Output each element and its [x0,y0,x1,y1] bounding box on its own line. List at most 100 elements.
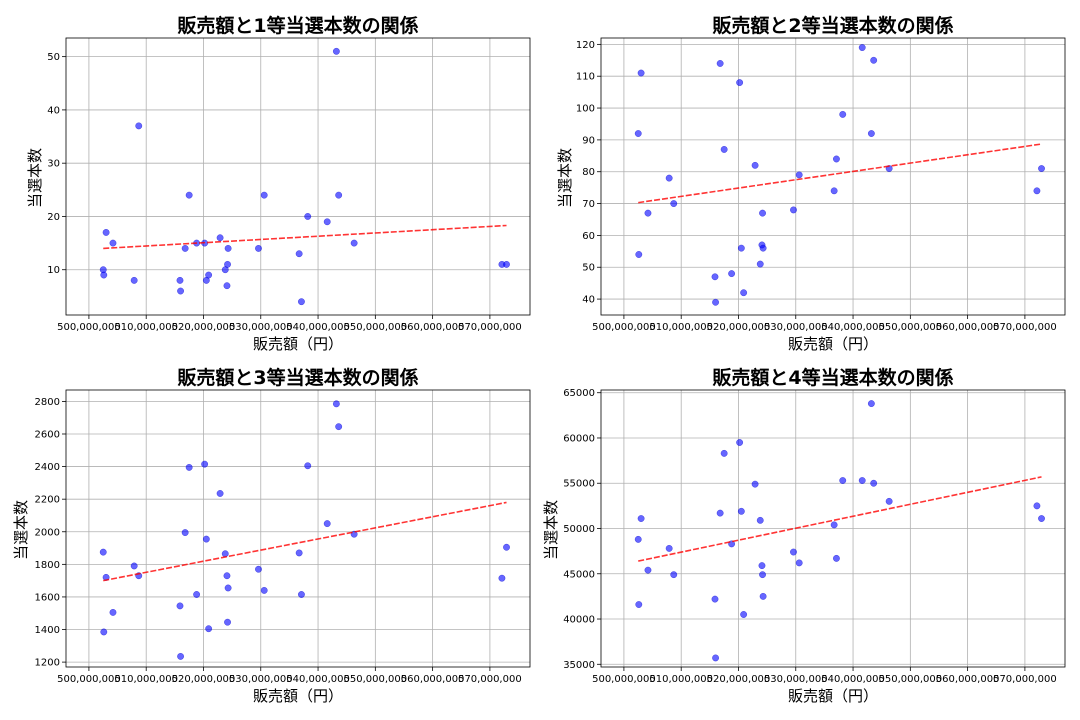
panel-4-data-point [711,595,719,603]
panel-2-data-point [644,209,652,217]
panel-4-data-point [839,477,847,484]
panel-1-y-tick-label: 50 [47,52,60,63]
panel-2-data-point [637,69,645,77]
panel-2-data-point [728,270,736,278]
panel-4-x-tick-label: 560,000,000 [936,674,1000,685]
panel-4-plot-area: 500,000,000510,000,000520,000,000530,000… [563,388,1066,685]
panel-2-data-point [720,145,728,153]
panel-3-xlabel: 販売額（円） [253,687,343,705]
panel-4-data-point [712,654,720,662]
panel-1-y-tick-label: 10 [47,265,60,276]
panel-4-data-point [736,439,744,446]
panel-1-xlabel: 販売額（円） [253,335,343,353]
panel-3-plot-frame [65,389,531,668]
panel-2-data-point [839,110,847,118]
panel-2-data-point [711,273,719,281]
panel-4-data-point [830,521,838,529]
panel-4-y-tick-label: 50000 [563,524,595,535]
panel-2-data-point [795,171,803,179]
panel-1-trend-line [103,224,507,250]
panel-2-data-point [1033,187,1041,195]
panel-1-data-point [177,287,185,295]
panel-3-data-point [109,608,117,616]
panel-2-data-point [736,79,744,87]
panel-1-data-point [260,191,268,199]
panel-2-y-tick-label: 70 [582,199,595,210]
panel-2-data-point [716,60,724,67]
panel-3-data-point [177,652,185,660]
panel-4-x-tick-label: 530,000,000 [764,674,828,685]
panel-2-title: 販売額と2等当選本数の関係 [712,14,953,37]
panel-3-data-point [181,529,189,537]
panel-1-data-point [223,282,231,290]
panel-1-data-point [102,228,110,236]
panel-1-data-point [109,239,117,247]
panel-4-data-point [720,449,728,457]
panel-3-data-point [255,565,262,573]
panel-1-data-point [323,218,331,226]
panel-4-y-tick-label: 60000 [563,433,595,444]
panel-4-data-point [832,554,840,562]
panel-2-y-tick-label: 60 [582,231,595,242]
panel-4-title: 販売額と4等当選本数の関係 [712,366,953,389]
panel-2-data-point [867,130,875,137]
panel-3-data-point [223,572,231,580]
panel-2-trend-line [638,143,1042,204]
panel-3-data-point [224,618,231,626]
panel-2-data-point [740,289,748,297]
panel-4-x-tick-label: 540,000,000 [821,674,885,685]
panel-1-x-tick-label: 560,000,000 [401,322,465,333]
panel-1-data-point [224,244,232,252]
panel-2-data-point [635,251,643,258]
panel-2-y-tick-label: 40 [582,295,595,306]
panel-4-data-point [858,477,866,484]
panel-2-data-point [670,200,678,208]
panel-4-x-tick-label: 500,000,000 [592,674,656,685]
panel-2-data-point [665,174,673,182]
panel-2-x-tick-label: 500,000,000 [592,322,656,333]
panel-2-data-point [858,44,866,52]
panel-1-data-point [332,47,340,55]
panel-3-data-point [216,490,224,497]
panel-1-x-tick-label: 570,000,000 [458,322,522,333]
panel-1: 販売額と1等当選本数の関係 販売額（円） 当選本数 500,000,000510… [26,14,531,353]
panel-3-y-tick-label: 2800 [35,397,60,408]
panel-4-data-point [795,559,803,567]
panel-4-data-point [756,516,764,524]
panel-4-data-point [759,571,766,579]
panel-4-data-point [790,548,797,556]
panel-3-data-point [304,462,312,470]
panel-1-data-point [181,244,189,252]
panel-4-data-point [635,601,643,608]
panel-2-plot-area: 500,000,000510,000,000520,000,000530,000… [576,37,1066,333]
panel-3-data-point [100,628,108,636]
panel-4-x-tick-label: 520,000,000 [707,674,771,685]
panel-3-data-point [176,602,184,610]
panel-3-x-tick-label: 500,000,000 [57,674,121,685]
panel-3-data-point [130,562,138,570]
panel-4: 販売額と4等当選本数の関係 販売額（円） 当選本数 500,000,000510… [542,366,1066,705]
panel-1-data-point [135,122,143,130]
panel-3-y-tick-label: 2200 [35,495,60,506]
panel-2-data-point [832,155,840,163]
panel-4-y-tick-label: 45000 [563,569,595,580]
panel-3-y-tick-label: 1800 [35,560,60,571]
panel-2-x-tick-label: 520,000,000 [707,322,771,333]
panel-3-x-tick-label: 530,000,000 [229,674,293,685]
panel-1-data-point [335,191,343,199]
panel-3-data-point [99,548,107,556]
panel-1-data-point [185,191,193,199]
panel-3-data-point [297,591,305,598]
panel-4-data-point [870,479,878,487]
panel-3-data-point [323,520,331,528]
panel-1-x-tick-label: 540,000,000 [286,322,350,333]
panel-1-data-point [100,271,108,279]
panel-3-data-point [205,625,213,633]
panel-3-data-point [193,591,201,598]
panel-2-plot-frame [600,37,1066,316]
panel-2-x-tick-label: 540,000,000 [821,322,885,333]
panel-4-data-point [716,509,724,517]
panel-4-y-tick-label: 35000 [563,660,595,671]
panel-1-ylabel: 当選本数 [26,148,44,208]
